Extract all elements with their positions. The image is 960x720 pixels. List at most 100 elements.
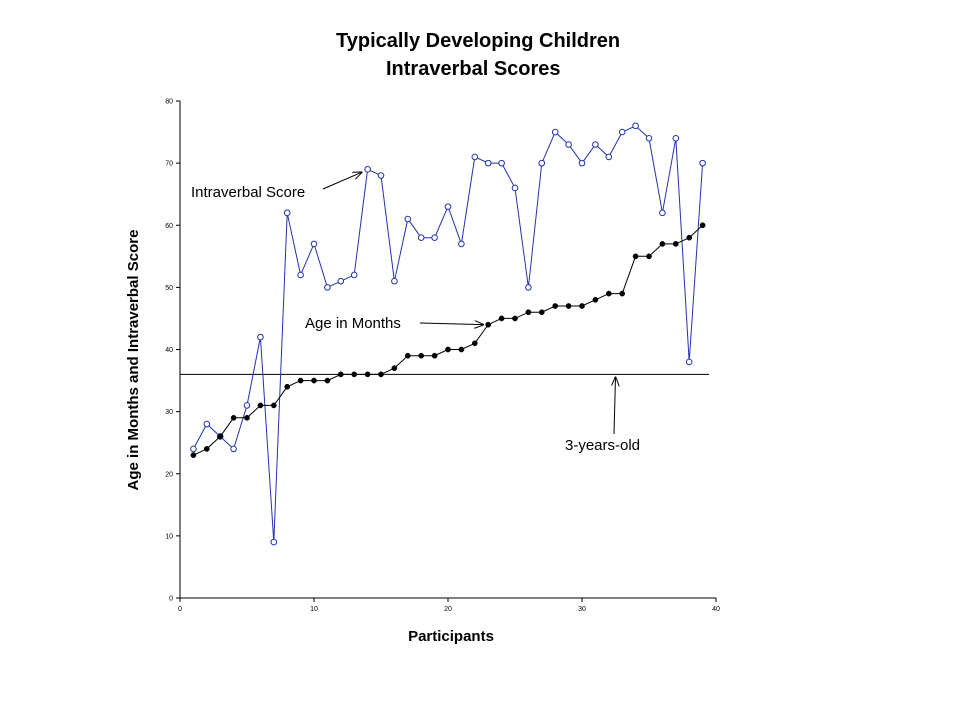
data-point-age [244, 414, 250, 421]
data-point-intraverbal [444, 203, 452, 210]
data-point-intraverbal [297, 271, 304, 279]
data-point-age [351, 371, 358, 378]
data-point-intraverbal [565, 141, 572, 148]
data-point-age [418, 352, 425, 359]
annotation-label-three_label: 3-years-old [565, 437, 640, 454]
data-point-intraverbal [350, 271, 358, 279]
data-point-intraverbal [417, 234, 425, 241]
data-point-age [297, 377, 304, 384]
data-point-intraverbal [484, 159, 492, 167]
data-point-age [337, 371, 344, 378]
y-tick-label: 80 [165, 99, 173, 106]
y-axis-title: Age in Months and Intraverbal Score [125, 230, 142, 491]
x-tick-label: 30 [578, 606, 586, 613]
data-point-age [538, 309, 545, 316]
data-point-age [699, 222, 706, 229]
data-point-intraverbal [431, 234, 438, 241]
data-point-intraverbal [230, 445, 237, 453]
x-tick-label: 10 [310, 606, 318, 613]
series-layer [190, 122, 706, 546]
ticks: 0 10 20 30 40 50 60 70 80 0 10 20 30 40 [165, 99, 720, 614]
x-axis-title: Participants [408, 628, 494, 645]
data-point-intraverbal [270, 538, 278, 546]
data-point-age [605, 290, 612, 297]
data-point-intraverbal [578, 159, 586, 167]
data-point-age [672, 241, 679, 247]
data-point-intraverbal [685, 358, 693, 366]
data-point-age [364, 371, 371, 378]
data-point-age [485, 321, 492, 328]
data-point-age [512, 315, 518, 322]
y-tick-label: 70 [165, 161, 173, 168]
data-point-intraverbal [243, 402, 251, 409]
y-tick-label: 10 [165, 533, 173, 540]
data-point-age [659, 241, 666, 247]
data-point-intraverbal [592, 141, 599, 148]
data-point-intraverbal [471, 153, 479, 161]
series-age [190, 222, 706, 458]
data-point-age [632, 253, 639, 260]
annotation-label-age_label: Age in Months [305, 315, 401, 332]
y-tick-label: 60 [165, 223, 173, 230]
y-tick-label: 40 [165, 347, 173, 354]
annotation-arrow-three_label [614, 377, 616, 435]
data-point-age [217, 433, 224, 440]
data-point-age [431, 352, 438, 359]
data-point-age [619, 290, 626, 297]
y-tick-label: 50 [165, 285, 173, 292]
data-point-intraverbal [551, 128, 559, 136]
data-point-age [525, 309, 532, 316]
annotation-arrow-intraverbal_label [322, 172, 362, 190]
data-point-age [579, 303, 585, 309]
data-point-age [324, 377, 331, 384]
data-point-intraverbal [377, 172, 385, 179]
x-tick-label: 40 [712, 606, 720, 613]
data-point-age [471, 340, 478, 347]
data-point-intraverbal [699, 159, 706, 167]
data-point-intraverbal [257, 333, 264, 341]
y-tick-label: 0 [169, 596, 173, 603]
data-point-age [445, 346, 451, 353]
data-point-intraverbal [337, 277, 345, 285]
data-point-intraverbal [511, 184, 519, 192]
data-point-age [270, 402, 277, 409]
x-tick-label: 0 [178, 606, 182, 613]
data-point-age [230, 414, 237, 421]
data-point-age [311, 377, 317, 384]
data-point-intraverbal [525, 284, 532, 291]
data-point-intraverbal [672, 134, 680, 142]
data-point-age [190, 452, 197, 458]
data-point-intraverbal [498, 159, 505, 167]
data-point-intraverbal [605, 153, 613, 161]
data-point-age [686, 234, 693, 241]
annotation-label-intraverbal_label: Intraverbal Score [191, 184, 305, 201]
data-point-intraverbal [203, 420, 211, 428]
data-point-age [552, 303, 559, 309]
data-point-age [565, 303, 572, 309]
data-point-age [646, 253, 652, 260]
data-point-intraverbal [391, 277, 398, 285]
chart-title-line-2: Intraverbal Scores [386, 58, 561, 80]
data-point-age [498, 315, 505, 322]
data-point-age [592, 296, 599, 303]
data-point-intraverbal [404, 215, 412, 223]
data-point-age [378, 371, 384, 378]
data-point-age [203, 446, 210, 452]
data-point-intraverbal [538, 159, 546, 167]
x-tick-label: 20 [444, 606, 452, 613]
data-point-intraverbal [190, 445, 197, 453]
data-point-intraverbal [645, 134, 653, 142]
data-point-intraverbal [324, 284, 331, 291]
data-point-age [257, 402, 264, 409]
y-tick-label: 30 [165, 409, 173, 416]
data-point-intraverbal [632, 122, 639, 130]
data-point-intraverbal [283, 209, 291, 217]
y-tick-label: 20 [165, 471, 173, 478]
data-point-intraverbal [659, 209, 666, 217]
data-point-age [391, 365, 398, 371]
data-point-age [404, 352, 411, 359]
annotations: Intraverbal Score Age in Months 3-years-ol… [191, 172, 640, 454]
chart-title-line-1: Typically Developing Children [336, 30, 620, 52]
data-point-intraverbal [458, 240, 465, 248]
